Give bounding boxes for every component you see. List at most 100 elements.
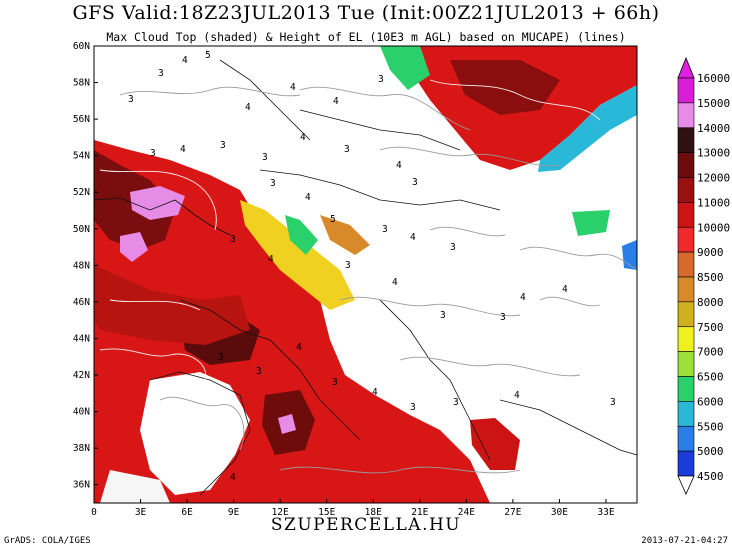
cloud-top-band-alps xyxy=(240,200,355,310)
contour-label: 3 xyxy=(344,144,350,155)
contour-label: 5 xyxy=(330,214,336,225)
colorbar-segment xyxy=(677,351,695,377)
contour-label: 3 xyxy=(440,310,446,321)
run-timestamp: 2013-07-21-04:27 xyxy=(641,536,728,546)
el-contours xyxy=(119,86,637,474)
contour-label: 3 xyxy=(450,242,456,253)
lat-tick-label: 38N xyxy=(73,443,90,454)
colorbar-label: 8000 xyxy=(697,296,724,309)
colorbar-label: 5500 xyxy=(697,420,724,433)
longitude-axis: 0 3E 6E 9E 12E 15E 18E 21E 24E 27E 30E 33E xyxy=(91,499,615,518)
colorbar-segment xyxy=(677,450,695,477)
lat-tick-label: 40N xyxy=(73,407,90,418)
colorbar-segment xyxy=(677,276,695,303)
colorbar-segment xyxy=(677,127,695,153)
contour-label: 3 xyxy=(256,366,262,377)
lat-tick-label: 50N xyxy=(73,224,90,235)
contour-label: 3 xyxy=(220,140,226,151)
contour-label: 4 xyxy=(333,96,339,107)
lon-tick-label: 18E xyxy=(365,507,382,518)
lon-tick-label: 24E xyxy=(458,507,475,518)
lon-tick-label: 33E xyxy=(597,507,614,518)
lon-tick-label: 0 xyxy=(91,507,97,518)
cloud-top-edge-northeast xyxy=(538,85,637,172)
lat-tick-label: 44N xyxy=(73,333,90,344)
contour-label: 3 xyxy=(158,68,164,79)
colorbar-label: 16000 xyxy=(697,72,730,85)
cloud-top-greece xyxy=(470,418,520,470)
colorbar-label: 15000 xyxy=(697,97,730,110)
contour-label: 4 xyxy=(296,342,302,353)
colorbar-label: 6500 xyxy=(697,371,724,384)
contour-label: 4 xyxy=(396,160,402,171)
lon-tick-label: 6E xyxy=(181,507,193,518)
lat-tick-label: 52N xyxy=(73,187,90,198)
cloud-top-ukraine xyxy=(572,210,610,236)
colorbar-segment xyxy=(677,226,695,253)
lon-tick-label: 12E xyxy=(272,507,289,518)
contour-label: 3 xyxy=(230,234,236,245)
contour-label: 4 xyxy=(230,472,236,483)
contour-label: 3 xyxy=(150,148,156,159)
cloud-top-pink-bretagne xyxy=(130,186,185,220)
colorbar-segment xyxy=(677,301,695,328)
lat-tick-label: 58N xyxy=(73,78,90,89)
colorbar-top-tip xyxy=(677,56,695,79)
contour-label: 3 xyxy=(345,260,351,271)
lon-tick-label: 9E xyxy=(228,507,240,518)
contour-label: 3 xyxy=(610,397,616,408)
contour-label: 4 xyxy=(410,232,416,243)
contour-label: 4 xyxy=(290,82,296,93)
colorbar-segment xyxy=(677,152,695,178)
colorbar-label: 11000 xyxy=(697,196,730,209)
contour-label: 4 xyxy=(562,284,568,295)
cloud-top-shading-northeast-dark xyxy=(450,60,560,115)
cloud-top-shading-west-orange xyxy=(94,265,250,345)
colorbar-segment xyxy=(677,401,695,427)
contour-label: 3 xyxy=(262,152,268,163)
lon-tick-label: 21E xyxy=(411,507,428,518)
colorbar-label: 7000 xyxy=(697,346,724,359)
cloud-top-pink-biscay xyxy=(120,232,148,262)
lat-tick-label: 36N xyxy=(73,480,90,491)
cloud-top-edge-northeast-2 xyxy=(380,46,430,90)
contour-label: 4 xyxy=(520,292,526,303)
colorbar-bottom-tip xyxy=(677,475,695,495)
contour-label: 3 xyxy=(128,94,134,105)
colorbar-label: 14000 xyxy=(697,122,730,135)
clear-area-north-africa xyxy=(100,470,170,503)
colorbar-label: 9000 xyxy=(697,246,724,259)
lat-tick-label: 54N xyxy=(73,151,90,162)
latitude-axis: 60N 58N 56N 54N 52N 50N 48N 46N 44N 42N 40N 38N 36N xyxy=(73,41,98,491)
contour-label: 3 xyxy=(412,177,418,188)
colorbar-segment xyxy=(677,77,695,104)
contour-label: 3 xyxy=(270,178,276,189)
lon-tick-label: 15E xyxy=(318,507,335,518)
contour-label: 3 xyxy=(410,402,416,413)
lat-tick-label: 46N xyxy=(73,297,90,308)
contour-label: 4 xyxy=(245,102,251,113)
map-frame xyxy=(93,45,638,504)
contour-label: 3 xyxy=(378,74,384,85)
cloud-top-pink-sardinia xyxy=(278,414,296,434)
colorbar-label: 5000 xyxy=(697,445,724,458)
contour-label: 4 xyxy=(392,277,398,288)
colorbar-segment xyxy=(677,376,695,402)
contour-label: 3 xyxy=(453,397,459,408)
contour-label: 4 xyxy=(300,132,306,143)
contour-label: 4 xyxy=(372,387,378,398)
lon-tick-label: 3E xyxy=(135,507,147,518)
chart-title: GFS Valid:18Z23JUL2013 Tue (Init:00Z21JU… xyxy=(72,2,660,24)
chart-subtitle: Max Cloud Top (shaded) & Height of EL (1… xyxy=(106,30,626,44)
colorbar-label: 8500 xyxy=(697,271,724,284)
cloud-top-band-balkan xyxy=(320,215,370,255)
colorbar-segment xyxy=(677,425,695,452)
lat-tick-label: 60N xyxy=(73,41,90,52)
watermark: SZUPERCELLA.HU xyxy=(270,515,462,535)
colorbar-label: 4500 xyxy=(697,470,724,483)
contour-label: 3 xyxy=(332,377,338,388)
lon-tick-label: 30E xyxy=(551,507,568,518)
